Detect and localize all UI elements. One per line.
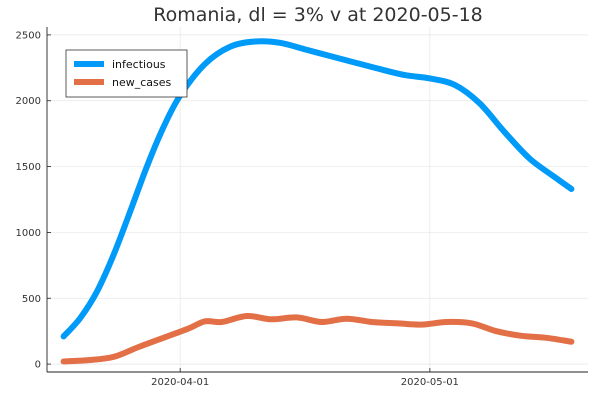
x-ticks: 2020-04-01 2020-05-01 — [151, 368, 459, 388]
x-tick-label: 2020-05-01 — [401, 377, 459, 388]
legend-label-infectious: infectious — [112, 58, 166, 71]
y-tick-label: 500 — [22, 294, 41, 305]
axes — [46, 27, 588, 373]
legend: infectious new_cases — [65, 49, 188, 98]
y-tick-label: 1500 — [16, 162, 41, 173]
y-tick-label: 1000 — [16, 228, 41, 239]
y-tick-label: 0 — [35, 360, 41, 371]
y-tick-label: 2000 — [16, 96, 41, 107]
series-line-infectious — [60, 38, 575, 340]
series — [60, 38, 575, 365]
legend-box — [65, 49, 188, 98]
y-tick-label: 2500 — [16, 30, 41, 41]
y-ticks: 0 500 1000 1500 2000 2500 — [16, 30, 51, 371]
x-tick-label: 2020-04-01 — [151, 377, 209, 388]
legend-label-new-cases: new_cases — [112, 76, 172, 89]
chart-title: Romania, dl = 3% v at 2020-05-18 — [153, 4, 483, 26]
series-line-new-cases — [60, 312, 575, 365]
